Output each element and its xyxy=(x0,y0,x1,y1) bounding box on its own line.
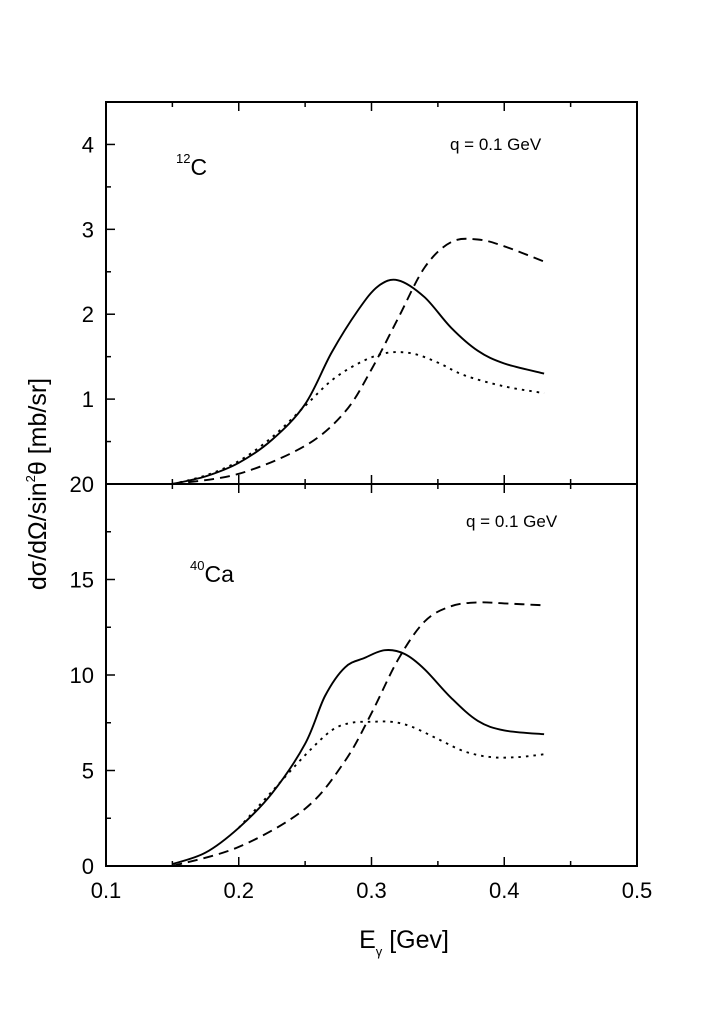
bottom-x-tick-label: 0.3 xyxy=(356,878,387,903)
top-y-tick-label: 3 xyxy=(82,217,94,242)
bottom-x-tick-label: 0.1 xyxy=(91,878,122,903)
top-ticks: 1 2 3 4 xyxy=(82,101,638,485)
top-y-tick-label: 1 xyxy=(82,387,94,412)
bottom-series-solid xyxy=(172,649,545,866)
bottom-y-tick-label: 0 xyxy=(82,854,94,879)
bottom-series-dashed xyxy=(172,601,545,867)
bottom-series-dotted xyxy=(238,720,545,829)
x-axis-label: Eγ [Gev] xyxy=(359,926,449,959)
bottom-nucleus-label: 40Ca xyxy=(190,558,234,587)
bottom-panel: 0 5 10 15 20 0.1 0.2 0.3 0.4 0.5 q = 0.1 GeV 40Ca xyxy=(70,472,653,903)
bottom-x-tick-label: 0.4 xyxy=(489,878,520,903)
top-series-dashed xyxy=(172,237,545,485)
bottom-x-tick-label: 0.5 xyxy=(622,878,653,903)
bottom-y-tick-label: 5 xyxy=(82,759,94,784)
bottom-series xyxy=(172,601,545,867)
bottom-x-tick-label: 0.2 xyxy=(223,878,254,903)
bottom-y-tick-label: 15 xyxy=(70,568,94,593)
top-annotation: q = 0.1 GeV xyxy=(450,135,542,154)
bottom-ticks: 0 5 10 15 20 0.1 0.2 0.3 0.4 0.5 xyxy=(70,472,653,903)
bottom-y-tick-label: 20 xyxy=(70,472,94,497)
top-series-dotted xyxy=(172,351,545,485)
bottom-annotation: q = 0.1 GeV xyxy=(466,512,558,531)
top-series-solid xyxy=(172,278,545,485)
top-y-tick-label: 4 xyxy=(82,132,94,157)
top-series xyxy=(172,237,545,485)
y-axis-label: dσ/dΩ/sin2θ [mb/sr] xyxy=(23,378,52,590)
top-y-tick-label: 2 xyxy=(82,302,94,327)
bottom-y-tick-label: 10 xyxy=(70,663,94,688)
top-nucleus-label: 12C xyxy=(176,151,207,180)
top-panel: 1 2 3 4 q = 0.1 GeV 12C xyxy=(82,101,638,485)
